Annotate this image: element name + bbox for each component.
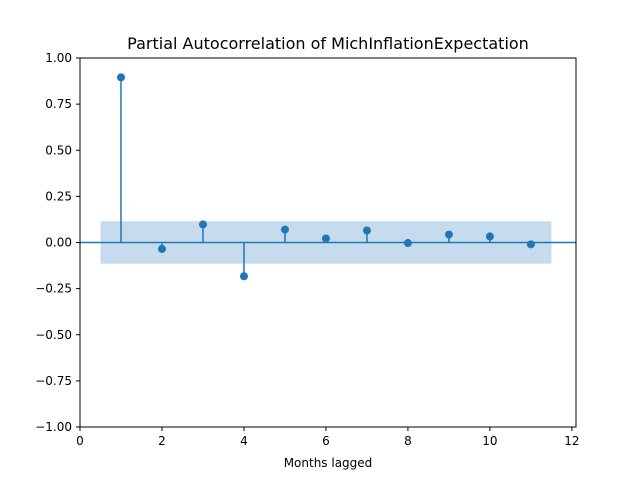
axes-layer: 0 2 4 6 8 10 12 1.00 0.75 0.50 0.25 0.00 −0.25 −0.50 −… [35,51,579,448]
data-point [321,234,330,243]
y-tick-label: 0.00 [45,236,72,250]
data-point [444,230,453,239]
y-tick-label: −0.75 [35,374,72,388]
x-tick-label: 0 [76,434,84,448]
y-tick-label: 0.25 [45,189,72,203]
data-point [362,226,371,235]
x-tick-label: 2 [158,434,166,448]
data-point [280,225,289,234]
y-tick-label: 0.75 [45,97,72,111]
data-point [403,239,412,248]
x-tick-label: 4 [240,434,248,448]
y-tick-label: −0.50 [35,328,72,342]
y-tick-label: 1.00 [45,51,72,65]
x-tick-label: 6 [322,434,330,448]
x-tick-label: 8 [404,434,412,448]
data-point [485,232,494,241]
data-point [116,73,125,82]
x-tick-label: 12 [564,434,579,448]
y-tick-label: 0.50 [45,143,72,157]
stems-layer [80,73,576,281]
x-axis-label: Months lagged [284,456,373,470]
data-point [526,240,535,249]
x-tick-label: 10 [482,434,497,448]
data-point [157,244,166,253]
chart-title: Partial Autocorrelation of MichInflation… [127,34,529,53]
y-tick-label: −0.25 [35,282,72,296]
data-point [239,272,248,281]
data-point [198,220,207,229]
y-tick-label: −1.00 [35,420,72,434]
